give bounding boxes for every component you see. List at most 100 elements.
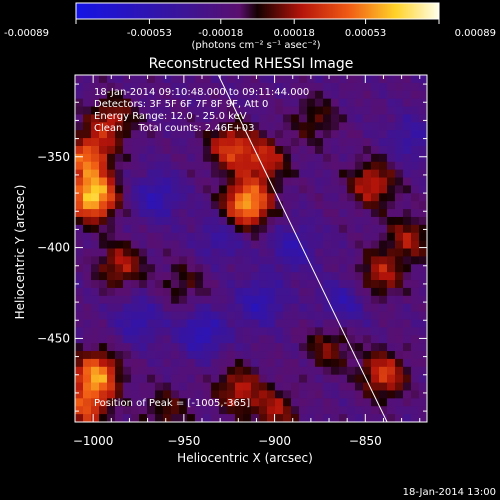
heatmap-pixel <box>155 327 164 336</box>
heatmap-pixel <box>91 82 100 92</box>
heatmap-pixel <box>411 295 420 305</box>
heatmap-pixel <box>179 161 188 171</box>
heatmap-pixel <box>315 169 324 179</box>
heatmap-pixel <box>387 272 396 281</box>
heatmap-pixel <box>291 248 300 257</box>
heatmap-pixel <box>283 264 292 273</box>
heatmap-pixel <box>331 374 340 384</box>
heatmap-pixel <box>123 351 132 360</box>
heatmap-pixel <box>75 358 84 368</box>
heatmap-pixel <box>75 209 84 218</box>
heatmap-pixel <box>131 232 140 242</box>
heatmap-pixel <box>163 256 172 265</box>
heatmap-pixel <box>323 201 332 210</box>
heatmap-pixel <box>363 366 372 376</box>
heatmap-pixel <box>235 406 244 415</box>
heatmap-pixel <box>227 193 236 202</box>
heatmap-pixel <box>291 264 300 273</box>
heatmap-pixel <box>235 169 244 179</box>
heatmap-pixel <box>195 343 204 352</box>
heatmap-pixel <box>147 185 156 194</box>
heatmap-pixel <box>283 98 292 108</box>
heatmap-pixel <box>147 145 156 155</box>
heatmap-pixel <box>155 201 164 210</box>
heatmap-pixel <box>411 343 420 352</box>
heatmap-pixel <box>363 224 372 234</box>
heatmap-pixel <box>347 209 356 218</box>
heatmap-pixel <box>163 287 172 297</box>
heatmap-pixel <box>363 327 372 336</box>
heatmap-pixel <box>379 248 388 257</box>
heatmap-pixel <box>371 224 380 234</box>
heatmap-pixel <box>211 343 220 352</box>
heatmap-pixel <box>387 75 396 84</box>
heatmap-pixel <box>235 98 244 108</box>
heatmap-pixel <box>163 366 172 376</box>
heatmap-pixel <box>339 209 348 218</box>
heatmap-pixel <box>83 319 92 328</box>
heatmap-pixel <box>291 185 300 194</box>
heatmap-pixel <box>179 224 188 234</box>
heatmap-pixel <box>323 145 332 155</box>
heatmap-pixel <box>155 130 164 139</box>
heatmap-pixel <box>283 193 292 202</box>
heatmap-pixel <box>115 169 124 179</box>
heatmap-pixel <box>291 311 300 321</box>
heatmap-pixel <box>347 98 356 108</box>
heatmap-pixel <box>139 327 148 336</box>
heatmap-pixel <box>403 335 412 344</box>
heatmap-pixel <box>91 90 100 100</box>
heatmap-pixel <box>235 177 244 187</box>
heatmap-pixel <box>379 216 388 226</box>
heatmap-pixel <box>267 319 276 328</box>
heatmap-pixel <box>307 240 316 250</box>
heatmap-pixel <box>219 122 228 131</box>
heatmap-pixel <box>363 311 372 321</box>
heatmap-pixel <box>147 327 156 336</box>
heatmap-pixel <box>219 193 228 202</box>
heatmap-pixel <box>219 145 228 155</box>
heatmap-pixel <box>411 358 420 368</box>
heatmap-pixel <box>139 240 148 250</box>
heatmap-pixel <box>163 264 172 273</box>
heatmap-pixel <box>403 82 412 92</box>
heatmap-pixel <box>339 240 348 250</box>
heatmap-pixel <box>171 98 180 108</box>
heatmap-pixel <box>107 240 116 250</box>
heatmap-pixel <box>123 248 132 257</box>
heatmap-pixel <box>387 264 396 273</box>
heatmap-pixel <box>363 256 372 265</box>
heatmap-pixel <box>371 169 380 179</box>
heatmap-pixel <box>299 224 308 234</box>
heatmap-pixel <box>131 398 140 407</box>
heatmap-pixel <box>251 169 260 179</box>
heatmap-pixel <box>355 382 364 392</box>
heatmap-pixel <box>315 98 324 108</box>
heatmap-pixel <box>131 295 140 305</box>
heatmap-pixel <box>195 256 204 265</box>
heatmap-pixel <box>139 161 148 171</box>
heatmap-pixel <box>307 82 316 92</box>
heatmap-pixel <box>387 414 396 422</box>
heatmap-pixel <box>139 114 148 123</box>
heatmap-pixel <box>163 272 172 281</box>
heatmap-pixel <box>323 280 332 289</box>
heatmap-pixel <box>419 319 427 328</box>
heatmap-pixel <box>115 256 124 265</box>
heatmap-pixel <box>307 343 316 352</box>
heatmap-pixel <box>75 169 84 179</box>
heatmap-pixel <box>387 201 396 210</box>
heatmap-pixel <box>299 122 308 131</box>
heatmap-pixel <box>371 75 380 84</box>
heatmap-pixel <box>155 343 164 352</box>
heatmap-pixel <box>243 114 252 123</box>
heatmap-pixel <box>419 122 427 131</box>
heatmap-pixel <box>131 272 140 281</box>
heatmap-pixel <box>163 193 172 202</box>
heatmap-pixel <box>259 114 268 123</box>
heatmap-pixel <box>251 303 260 313</box>
heatmap-pixel <box>411 98 420 108</box>
heatmap-pixel <box>323 240 332 250</box>
heatmap-pixel <box>411 311 420 321</box>
heatmap-pixel <box>203 98 212 108</box>
